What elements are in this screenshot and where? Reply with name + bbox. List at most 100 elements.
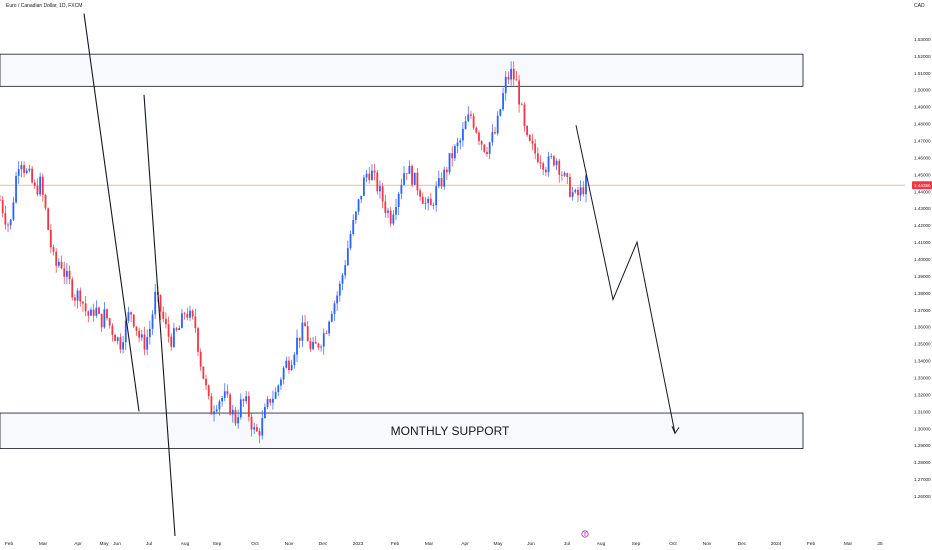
candle-body (357, 199, 360, 212)
candle-body (114, 334, 116, 342)
candle-body (140, 334, 143, 338)
candle-body (360, 195, 363, 200)
candle (445, 167, 448, 181)
candle (47, 207, 50, 231)
candle-body (408, 165, 411, 174)
candle-body (579, 187, 582, 196)
candle (229, 392, 232, 416)
candle (237, 409, 240, 429)
candle (63, 261, 66, 285)
candle (419, 188, 422, 201)
candle (387, 207, 389, 219)
candle-body (499, 109, 502, 116)
candle-body (223, 391, 226, 398)
candle (320, 344, 322, 352)
candle (49, 224, 52, 253)
candle (167, 316, 170, 343)
candle (239, 393, 242, 420)
candle-body (502, 93, 504, 110)
last-price-badge (912, 181, 932, 190)
candle-body (199, 351, 202, 367)
candle (183, 311, 186, 320)
candle-body (44, 194, 47, 209)
candle (194, 309, 197, 333)
x-tick-label: Feb (391, 541, 400, 547)
candle (122, 335, 124, 354)
candle-body (183, 313, 186, 315)
candle (453, 144, 456, 162)
candle-body (151, 314, 154, 329)
candle (189, 305, 191, 322)
projection-layer (575, 125, 680, 435)
candle (547, 151, 550, 177)
candle-body (100, 313, 103, 328)
price-axis[interactable]: 1.26000 1.27000 1.28000 1.29000 1.30000 1.310… (912, 37, 932, 499)
candle-body (31, 168, 34, 183)
candle (127, 306, 130, 324)
candle-body (333, 303, 336, 314)
candle (290, 359, 293, 371)
candle (403, 166, 405, 186)
candle-body (365, 173, 368, 178)
candle-body (550, 156, 553, 157)
candle (4, 205, 7, 230)
x-tick-label: Nov (703, 541, 712, 547)
x-tick-label: Jun (113, 541, 121, 547)
candle-body (7, 224, 9, 226)
y-tick-label: 1.52000 (914, 54, 931, 59)
candle (1, 196, 4, 218)
x-tick-label: Mar (844, 541, 853, 547)
candle (231, 404, 234, 423)
candle-body (23, 165, 25, 173)
candle-body (427, 198, 430, 204)
candle-body (274, 392, 277, 399)
candle (499, 108, 502, 117)
candle-body (98, 307, 100, 314)
candle-body (387, 210, 389, 213)
x-tick-label: Dec (319, 541, 328, 547)
candle-body (170, 336, 173, 347)
candle (448, 153, 451, 175)
candle-body (4, 213, 7, 225)
candle-body (547, 156, 550, 173)
candle (98, 306, 100, 315)
y-tick-label: 1.40000 (914, 257, 931, 262)
candle-body (68, 271, 71, 280)
candle-body (478, 132, 480, 142)
y-tick-label: 1.46000 (914, 155, 931, 160)
candle-body (296, 337, 298, 355)
candle-body (261, 417, 264, 436)
candle-body (405, 173, 408, 175)
x-tick-label: 2023 (353, 541, 364, 547)
candle (520, 102, 523, 106)
candle (36, 178, 39, 197)
candle-body (456, 142, 459, 147)
x-tick-label: Oct (251, 541, 259, 547)
candle-body (526, 125, 529, 136)
candle-body (312, 341, 314, 350)
candle-body (344, 265, 347, 276)
candle-body (178, 327, 181, 330)
candle-body (483, 144, 486, 152)
candle (218, 399, 221, 416)
candle (226, 384, 229, 398)
candle-body (392, 214, 395, 224)
candle-body (264, 407, 266, 418)
candle (255, 423, 258, 432)
candle (15, 171, 17, 204)
candle (74, 294, 76, 307)
candle (154, 284, 157, 319)
candle (269, 398, 272, 406)
candle (130, 311, 133, 323)
candle (33, 179, 36, 189)
candle-body (577, 190, 579, 196)
candle-body (571, 192, 574, 197)
candle (507, 71, 510, 85)
candle-body (435, 186, 438, 206)
candle-body (146, 337, 149, 350)
time-axis[interactable]: Feb Mar Apr May Jun Jul Aug Sep Oct Nov Dec 2023 Feb… (5, 541, 883, 547)
candle (413, 172, 416, 186)
candle-body (95, 307, 98, 316)
candle-body (395, 206, 397, 215)
candle-body (552, 156, 555, 166)
